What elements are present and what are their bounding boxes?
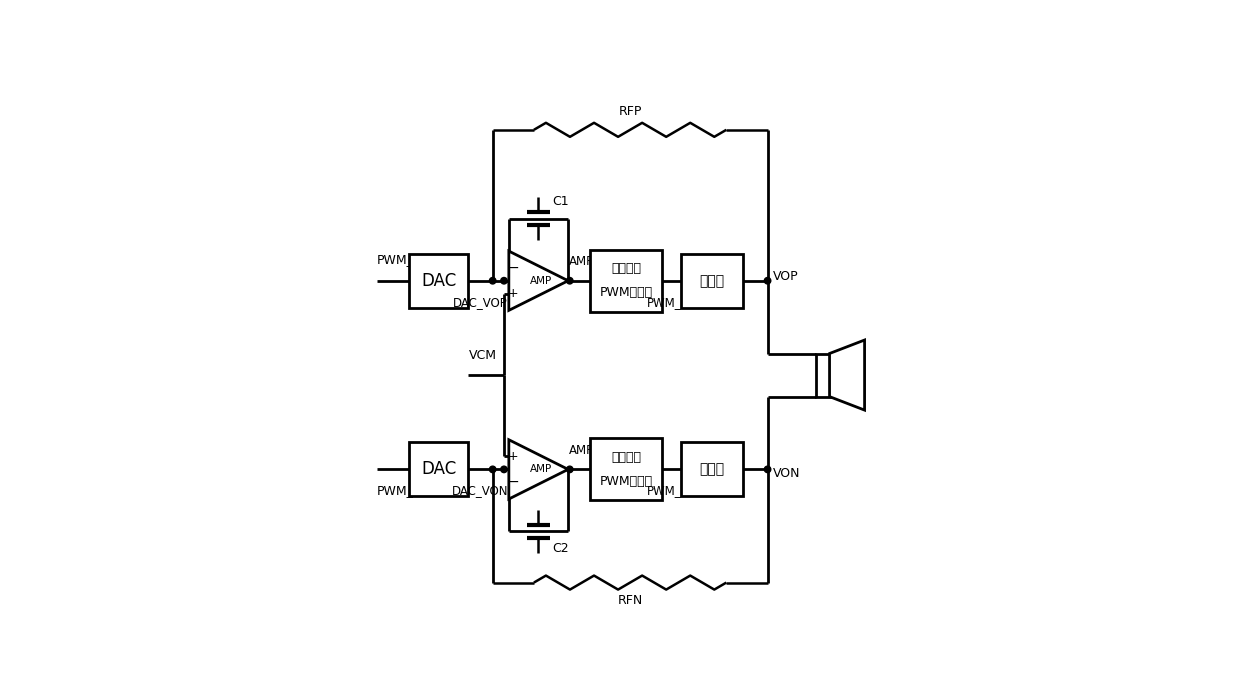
Text: DAC: DAC: [422, 272, 456, 290]
Text: −: −: [507, 261, 520, 275]
Text: DAC_VON: DAC_VON: [453, 484, 508, 498]
Text: AMP_VN1: AMP_VN1: [569, 443, 625, 456]
Text: AMP_VP1: AMP_VP1: [569, 254, 622, 267]
Circle shape: [490, 277, 496, 284]
Text: DAC_VOP: DAC_VOP: [453, 296, 508, 309]
Text: C2: C2: [552, 542, 569, 555]
Polygon shape: [830, 340, 864, 410]
Circle shape: [567, 277, 573, 284]
Bar: [590, 250, 662, 312]
Text: RFN: RFN: [618, 594, 642, 608]
Bar: [681, 254, 743, 308]
Bar: [590, 438, 662, 500]
Text: PWM_N: PWM_N: [377, 484, 423, 498]
Bar: [816, 354, 830, 397]
Circle shape: [501, 277, 507, 284]
Text: −: −: [507, 475, 520, 489]
Polygon shape: [508, 251, 568, 310]
Circle shape: [501, 466, 507, 473]
Polygon shape: [508, 440, 568, 499]
Text: PWM比较器: PWM比较器: [599, 286, 652, 299]
Text: PWM_P2: PWM_P2: [647, 296, 697, 309]
Text: +: +: [508, 450, 518, 463]
Circle shape: [490, 466, 496, 473]
Bar: [409, 442, 469, 496]
Text: +: +: [508, 287, 518, 300]
Text: 驱动器: 驱动器: [699, 274, 725, 288]
Text: 积分器和: 积分器和: [611, 262, 641, 275]
Circle shape: [764, 277, 771, 284]
Text: PWM_P: PWM_P: [377, 253, 422, 265]
Text: VON: VON: [773, 467, 801, 480]
Text: C1: C1: [552, 195, 569, 208]
Bar: [681, 442, 743, 496]
Text: PWM_N2: PWM_N2: [646, 484, 697, 498]
Text: PWM比较器: PWM比较器: [599, 475, 652, 488]
Text: RFP: RFP: [619, 105, 642, 118]
Text: DAC: DAC: [422, 461, 456, 478]
Text: 积分器和: 积分器和: [611, 451, 641, 464]
Circle shape: [764, 466, 771, 473]
Text: AMP: AMP: [529, 276, 552, 286]
Circle shape: [567, 466, 573, 473]
Text: VCM: VCM: [469, 349, 496, 362]
Text: 驱动器: 驱动器: [699, 463, 725, 477]
Text: VOP: VOP: [773, 270, 799, 283]
Text: AMP: AMP: [529, 464, 552, 475]
Bar: [409, 254, 469, 308]
